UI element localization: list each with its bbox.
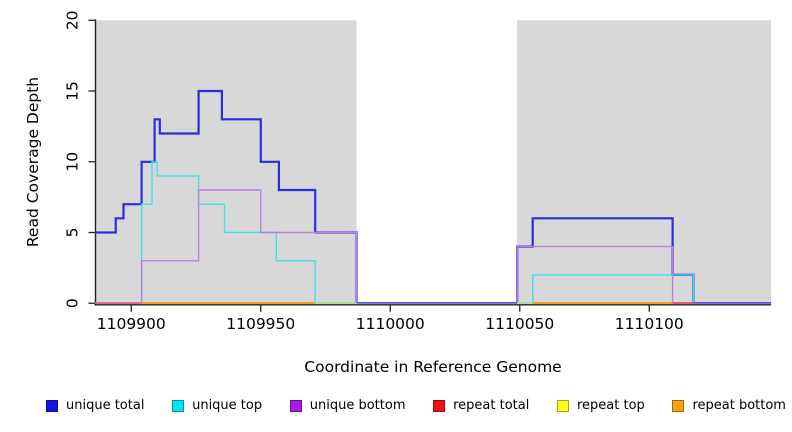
shaded-region — [517, 20, 771, 305]
legend-swatch-repeat-top — [557, 400, 569, 412]
y-tick-label: 15 — [63, 81, 81, 101]
y-axis-title: Read Coverage Depth — [24, 76, 42, 248]
series-unique-total — [95, 89, 358, 304]
x-axis-title: Coordinate in Reference Genome — [304, 358, 562, 376]
y-tick-label: 10 — [63, 152, 81, 172]
series-unique-bottom — [140, 189, 358, 304]
x-tick-label: 1110050 — [485, 315, 554, 333]
legend-item-repeat-bottom: repeat bottom — [672, 398, 786, 414]
legend-item-label: unique bottom — [309, 398, 406, 413]
y-tick-label: 20 — [63, 10, 81, 30]
x-tick-label: 1109900 — [97, 315, 166, 333]
legend-swatch-unique-top — [172, 400, 185, 412]
legend-item-label: repeat top — [577, 398, 645, 413]
legend-item-repeat-total: repeat total — [433, 398, 529, 414]
x-tick-label: 1109950 — [226, 315, 295, 333]
legend-swatch-unique-bottom — [289, 400, 302, 412]
legend-item-label: unique total — [66, 398, 145, 413]
y-tick-label: 5 — [63, 228, 81, 238]
series-unique-bottom — [516, 245, 674, 304]
x-tick-label: 1110000 — [356, 315, 425, 333]
shaded-region — [95, 20, 357, 305]
series-unique-top — [532, 274, 694, 304]
legend-item-label: repeat bottom — [692, 398, 786, 413]
legend-swatch-repeat-bottom — [672, 400, 685, 412]
legend-item-label: unique top — [192, 398, 263, 413]
legend-item-unique-total: unique total — [46, 398, 144, 414]
legend-item-unique-top: unique top — [172, 398, 262, 414]
legend-swatch-unique-total — [46, 400, 58, 412]
legend-item-label: repeat total — [453, 398, 530, 413]
legend: unique total unique top unique bottom re… — [46, 398, 786, 414]
legend-swatch-repeat-total — [433, 400, 446, 412]
legend-item-repeat-top: repeat top — [557, 398, 645, 414]
x-tick-label: 1110100 — [615, 315, 684, 333]
legend-item-unique-bottom: unique bottom — [289, 398, 406, 414]
y-tick-label: 0 — [63, 298, 81, 308]
